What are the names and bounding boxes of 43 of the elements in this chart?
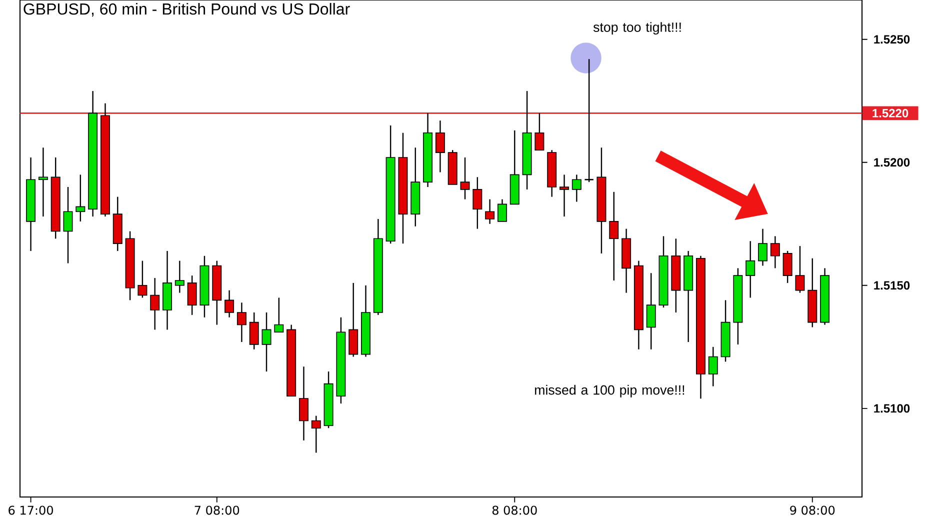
candlestick [472,176,482,230]
candlestick [782,250,792,284]
candlestick [534,112,544,151]
candlestick [236,302,246,343]
ref-line-label: 1.5220 [872,108,908,118]
candlestick [572,174,582,202]
x-tick-label: 8 08:00 [492,506,537,515]
annotation: missed a 100 pip move!!! [535,384,684,398]
candlestick [609,191,619,282]
x-tick-label: 9 08:00 [790,506,835,515]
candlestick [746,240,756,298]
candlestick [770,236,780,269]
candlestick [174,260,184,294]
candlestick [138,260,148,298]
candlestick [311,415,321,454]
y-tick-label: 1.5100 [874,404,910,413]
candlestick [560,174,569,218]
y-tick-label: 1.5150 [874,281,910,290]
annotation: stop too tight!!! [593,22,681,35]
candlestick [38,147,48,218]
candlestick [646,272,656,350]
candlestick [63,186,73,264]
candlestick [435,120,445,173]
candlestick [76,174,86,222]
candlestick [262,312,272,372]
candlestick [298,366,308,442]
x-tick-label: 7 08:00 [194,506,240,515]
y-tick-label: 1.5250 [874,35,910,44]
candlestick [795,245,805,294]
candlestick [150,277,160,330]
candlestick [187,274,197,316]
candlestick [224,290,234,318]
candlestick [708,346,718,387]
candlestick [584,58,594,183]
candlestick [485,198,495,224]
chart-title: GBPUSD, 60 min - British Pound vs US Dollar [24,2,350,17]
candlestick [274,297,284,333]
x-tick-label: 6 17:00 [8,506,53,515]
y-tick-label: 1.5200 [874,158,910,167]
candlestick [460,156,470,200]
candlestick [758,228,768,266]
candlestick [497,198,507,222]
candlestick [249,312,259,350]
